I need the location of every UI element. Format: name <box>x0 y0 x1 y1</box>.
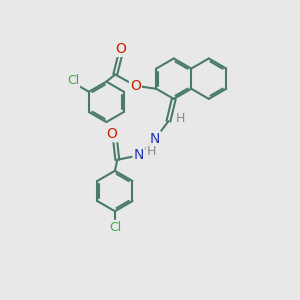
Text: O: O <box>115 42 126 56</box>
Text: H: H <box>176 112 186 125</box>
Text: N: N <box>134 148 144 162</box>
Text: H: H <box>146 145 156 158</box>
Text: O: O <box>106 127 117 141</box>
Text: Cl: Cl <box>109 221 121 234</box>
Text: Cl: Cl <box>67 74 79 87</box>
Text: N: N <box>150 132 160 146</box>
Text: O: O <box>130 79 141 93</box>
